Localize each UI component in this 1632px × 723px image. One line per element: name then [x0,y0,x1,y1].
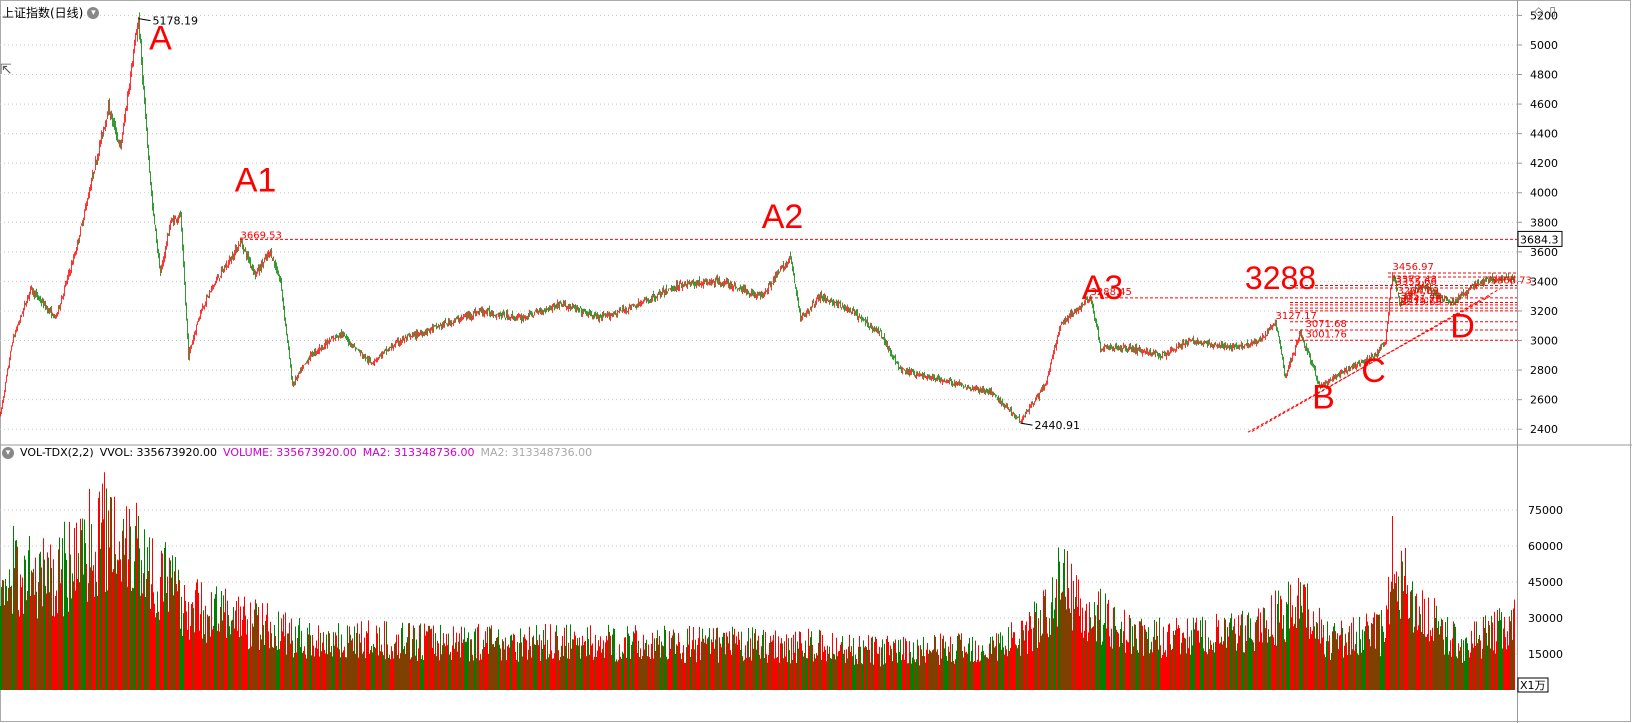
price-label: 2440.91 [1035,419,1081,432]
y-tick-label: 5200 [1530,9,1558,22]
mouse-cursor-icon: ⇱ [0,62,12,78]
y-tick-label: 3200 [1530,305,1558,318]
volume-unit-label: X1万 [1520,679,1546,692]
y-tick-label: 4400 [1530,128,1558,141]
axes: 2400 2600 2800 3000 3200 3400 3600 3800 4000 4200… [1517,9,1563,693]
price-pointer [138,18,151,22]
y-tick-label: 3600 [1530,246,1558,259]
y-tick-label: 4800 [1530,69,1558,82]
volume-indicator-name: VOL-TDX(2,2) [20,446,94,459]
y-tick-label: 3800 [1530,216,1558,229]
y-tick-label: 4000 [1530,187,1558,200]
price-label: 3372.48 [1396,275,1437,286]
volume-value: VOLUME: 335673920.00 [223,446,357,459]
price-label: 3241.75 [1401,294,1442,305]
last-price-box [1517,230,1563,247]
wave-label: B [1312,379,1335,417]
chart-title: 上证指数(日线) [2,6,84,20]
diamond-icon[interactable]: ◇ [1534,4,1544,18]
volume-bars [0,472,1515,690]
price-label: 3456.97 [1393,262,1434,273]
y-tick-label: 2600 [1530,394,1558,407]
price-label: 3071.68 [1306,319,1347,330]
y-tick-label: 4200 [1530,157,1558,170]
chevron-down-icon[interactable]: ▾ [2,446,14,459]
y-tick-label: 3000 [1530,335,1558,348]
volume-tick-label: 30000 [1528,612,1563,625]
price-label: 3001.76 [1306,329,1347,340]
volume-header: ▾ VOL-TDX(2,2) VVOL: 335673920.00 VOLUME… [2,446,592,459]
wave-label: A1 [235,161,277,199]
chevron-down-icon[interactable]: ▾ [87,6,100,19]
price-label: 5178.19 [153,15,199,28]
candles [0,12,1515,424]
panel-controls: ◇ ▯ [1534,4,1556,18]
price-label: 3127.17 [1276,311,1317,322]
wave-labels: A A1 A2 A3 3288 BC D [149,19,1475,416]
volume-tick-label: 60000 [1528,540,1563,553]
window-icon[interactable]: ▯ [1549,4,1556,18]
wave-label: A [149,19,172,57]
vvol-value: VVOL: 335673920.00 [99,446,218,459]
price-label: 3355.66 [1396,277,1437,288]
y-tick-label: 2800 [1530,364,1558,377]
y-tick-label: 3400 [1530,275,1558,288]
price-labels: 5178.19 3669.53 2440.91 3288.45 3127.173071.… [138,15,1532,432]
y-tick-label: 4600 [1530,98,1558,111]
last-price-label: 3684.3 [1520,233,1559,246]
wave-label: D [1450,308,1475,346]
trendline [1247,295,1491,433]
ma2-grey-value: MA2: 313348736.00 [480,446,593,459]
reference-lines [240,238,1517,341]
wave-label: A2 [762,198,804,236]
price-label: 3219.69 [1401,297,1442,308]
volume-tick-label: 75000 [1528,504,1563,517]
price-label: 3294.89 [1398,286,1439,297]
trendline [1251,288,1501,432]
wave-label: C [1361,352,1386,390]
volume-tick-label: 15000 [1528,648,1563,661]
price-label: 3366.73 [1491,275,1532,286]
ma2-value: MA2: 313348736.00 [362,446,475,459]
volume-tick-label: 45000 [1528,576,1563,589]
price-label: 3669.53 [241,231,282,242]
y-tick-label: 5000 [1530,39,1558,52]
price-label: 3257.42 [1401,292,1442,303]
chart-title-bar: 上证指数(日线) ▾ [2,4,100,21]
wave-label: 3288 [1245,260,1316,296]
price-pointer [1020,422,1033,426]
y-tick-label: 2400 [1530,423,1558,436]
volume-unit-box [1517,677,1549,693]
wave-label: A3 [1082,269,1124,307]
price-label: 3288.45 [1091,287,1132,298]
trendlines [1247,288,1501,433]
